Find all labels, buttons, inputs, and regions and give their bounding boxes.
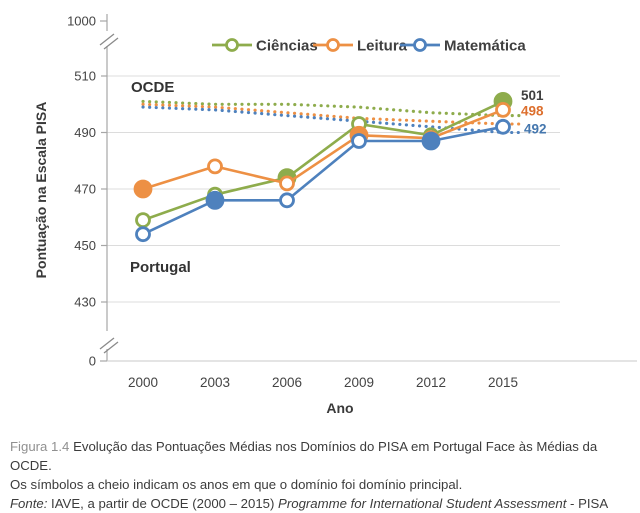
caption-title-line: Figura 1.4 Evolução das Pontuações Média… — [10, 437, 632, 475]
legend-item-ciencias: Ciências — [212, 38, 318, 55]
legend-item-matematica: Matemática — [400, 38, 526, 55]
marker-matematica-portugal-2015-open — [495, 118, 511, 135]
x-tick-label-2012: 2012 — [416, 375, 446, 390]
axis-break-top-slash-2 — [103, 37, 119, 50]
y-tick-label-0: 0 — [89, 354, 96, 369]
axis-break-bottom-slash-1 — [99, 337, 115, 350]
y-tick-label-430: 430 — [74, 295, 96, 310]
caption-title-text: Evolução das Pontuações Médias nos Domín… — [10, 439, 598, 473]
legend-marker-matematica — [413, 38, 427, 52]
line-ciencias-ocde — [141, 99, 523, 118]
caption-note-line: Os símbolos a cheio indicam os anos em q… — [10, 475, 632, 494]
legend-label-leitura: Leitura — [357, 38, 408, 55]
caption-note-text: Os símbolos a cheio indicam os anos em q… — [10, 477, 463, 492]
y-tick-label-490: 490 — [74, 125, 96, 140]
legend: Ciências Leitura Matemática — [212, 38, 526, 55]
marker-leitura-portugal-2000-filled — [133, 179, 153, 199]
axis-break-top-slash-1 — [99, 33, 115, 46]
series-layer — [133, 92, 523, 243]
marker-ciencias-portugal-2000-open — [135, 212, 151, 229]
figure-caption: Figura 1.4 Evolução das Pontuações Média… — [0, 430, 640, 513]
caption-fonte-pre: IAVE, a partir de OCDE (2000 – 2015) — [47, 496, 279, 511]
marker-leitura-portugal-2003-open — [207, 158, 223, 175]
x-axis-title: Ano — [326, 400, 353, 416]
marker-matematica-portugal-2006-open — [279, 192, 295, 209]
y-tick-label-470: 470 — [74, 182, 96, 197]
end-label-leitura: 498 — [521, 104, 544, 119]
line-ciencias-portugal — [142, 100, 504, 222]
caption-source-line: Fonte: IAVE, a partir de OCDE (2000 – 20… — [10, 494, 632, 513]
x-tick-label-2003: 2003 — [200, 375, 230, 390]
line-matematica-portugal — [142, 125, 504, 236]
x-tick-label-2000: 2000 — [128, 375, 158, 390]
marker-matematica-portugal-2000-open — [135, 226, 151, 243]
annotation-portugal: Portugal — [130, 259, 191, 276]
legend-item-leitura: Leitura — [313, 38, 408, 55]
y-tick-label-1000: 1000 — [67, 14, 96, 29]
line-leitura-portugal — [142, 108, 504, 191]
marker-matematica-portugal-2009-open — [351, 133, 367, 149]
annotation-ocde: OCDE — [131, 79, 174, 96]
caption-fonte-post: - PISA — [566, 496, 609, 511]
x-tick-label-2009: 2009 — [344, 375, 374, 390]
legend-label-ciencias: Ciências — [256, 38, 318, 55]
end-label-ciencias: 501 — [521, 88, 544, 103]
end-label-matematica: 492 — [524, 122, 547, 137]
caption-fonte-label: Fonte: — [10, 496, 48, 511]
legend-marker-ciencias — [225, 38, 239, 52]
caption-figure-label: Figura 1.4 — [10, 439, 70, 454]
gridlines — [107, 75, 560, 303]
marker-leitura-portugal-2015-open — [495, 102, 511, 118]
marker-matematica-portugal-2003-filled — [205, 190, 225, 210]
y-axis-title: Pontuação na Escala PISA — [33, 102, 49, 279]
pisa-line-chart: 1000 510 490 470 450 430 0 2000 2003 200… — [33, 14, 637, 416]
x-tick-label-2006: 2006 — [272, 375, 302, 390]
legend-marker-leitura — [326, 38, 340, 52]
caption-fonte-programme: Programme for International Student Asse… — [278, 496, 567, 511]
axis-break-bottom-slash-2 — [103, 341, 119, 354]
legend-label-matematica: Matemática — [444, 38, 526, 55]
axis-break-marks — [99, 33, 119, 354]
marker-matematica-portugal-2012-filled — [421, 131, 441, 151]
y-tick-label-510: 510 — [74, 69, 96, 84]
x-tick-label-2015: 2015 — [488, 375, 518, 390]
marker-leitura-portugal-2006-open — [279, 175, 295, 192]
y-axis — [100, 14, 108, 362]
y-tick-label-450: 450 — [74, 238, 96, 253]
